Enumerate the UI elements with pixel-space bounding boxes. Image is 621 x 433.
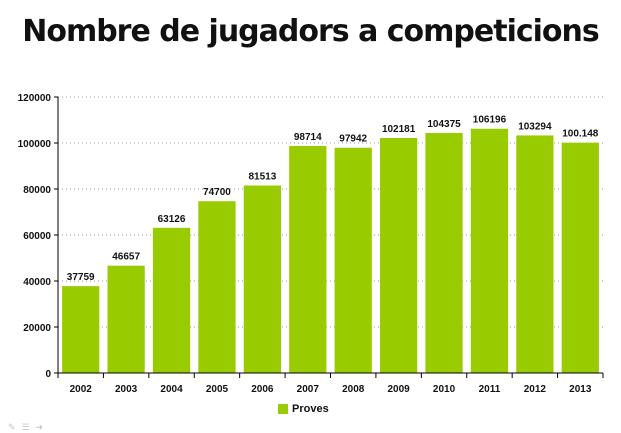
x-tick-label: 2009 (388, 384, 411, 395)
bar (425, 132, 463, 373)
data-label: 104375 (427, 119, 461, 130)
menu-icon[interactable]: ☰ (21, 422, 30, 432)
bar (470, 128, 509, 373)
y-tick-label: 100000 (18, 139, 52, 150)
y-tick-label: 20000 (23, 323, 51, 334)
legend-label: Proves (292, 403, 329, 415)
y-tick-label: 0 (45, 369, 51, 380)
x-tick-label: 2006 (251, 384, 274, 395)
bar (289, 145, 327, 373)
bar (380, 137, 418, 373)
data-label: 46657 (112, 252, 140, 263)
data-label: 98714 (294, 132, 322, 143)
data-label: 97942 (339, 134, 367, 145)
bar (62, 286, 100, 373)
y-tick-label: 120000 (18, 93, 52, 104)
data-label: 103294 (518, 121, 552, 132)
bar (516, 135, 554, 373)
x-tick-label: 2002 (70, 384, 93, 395)
legend-swatch (278, 404, 288, 414)
x-tick-label: 2011 (479, 384, 501, 395)
x-tick-label: 2010 (433, 384, 456, 395)
y-tick-label: 40000 (23, 277, 51, 288)
chart-title: Nombre de jugadors a competicions (22, 14, 600, 49)
slide-controls: ✎ ☰ ➜ (8, 422, 43, 433)
data-label: 102181 (382, 124, 416, 135)
data-label: 74700 (203, 187, 231, 198)
x-tick-label: 2005 (206, 384, 229, 395)
x-tick-label: 2013 (569, 384, 592, 395)
data-label: 106196 (473, 115, 507, 126)
data-label: 81513 (248, 172, 276, 183)
data-label: 37759 (67, 272, 95, 283)
x-tick-label: 2008 (342, 384, 365, 395)
bar (152, 227, 191, 373)
y-tick-label: 80000 (23, 185, 51, 196)
bar (561, 142, 599, 373)
y-tick-label: 60000 (23, 231, 51, 242)
data-label: 100.148 (562, 129, 599, 140)
data-label: 63126 (158, 214, 186, 225)
bar (334, 147, 372, 373)
legend: Proves (278, 403, 329, 415)
pencil-icon[interactable]: ✎ (8, 422, 16, 432)
bar (198, 201, 236, 373)
bar (243, 185, 281, 373)
x-tick-label: 2003 (115, 384, 138, 395)
bar (107, 265, 145, 373)
x-tick-label: 2007 (297, 384, 320, 395)
x-tick-label: 2004 (160, 384, 183, 395)
x-tick-label: 2012 (524, 384, 547, 395)
next-arrow-icon[interactable]: ➜ (35, 422, 44, 432)
